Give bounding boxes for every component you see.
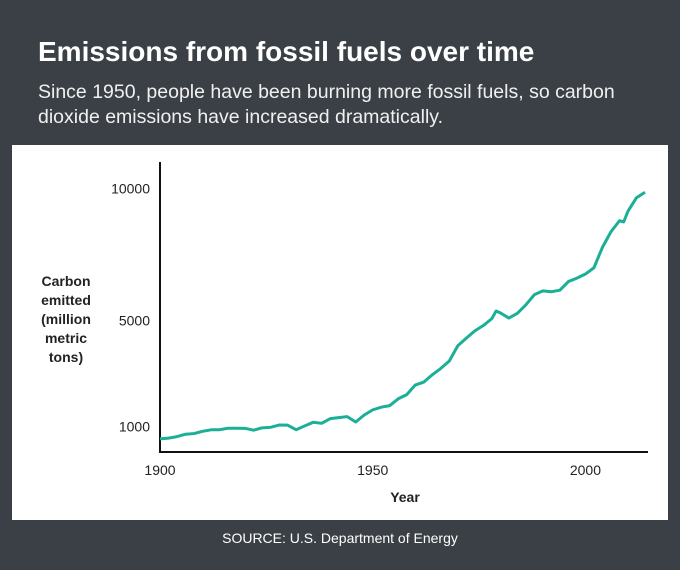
- y-tick-label: 10000: [111, 180, 150, 196]
- y-axis-label-line: metric: [45, 330, 87, 346]
- y-axis-label-line: emitted: [41, 292, 91, 308]
- x-tick-label: 1900: [144, 462, 175, 478]
- x-axis-label: Year: [390, 489, 420, 505]
- y-axis-label-line: Carbon: [42, 273, 91, 289]
- y-tick-label: 5000: [119, 313, 150, 329]
- title: Emissions from fossil fuels over time: [38, 36, 535, 67]
- source: SOURCE: U.S. Department of Energy: [222, 530, 458, 546]
- data-line: [159, 191, 646, 441]
- y-tick-label: 1000: [119, 419, 150, 435]
- chart-panel: [12, 145, 668, 520]
- x-tick-label: 2000: [570, 462, 601, 478]
- y-axis-label-line: (million: [41, 311, 91, 327]
- y-axis-label: Carbon emitted (million metric tons): [41, 273, 91, 365]
- subtitle: Since 1950, people have been burning mor…: [38, 81, 615, 128]
- y-axis-label-line: tons): [49, 349, 83, 365]
- x-tick-label: 1950: [357, 462, 388, 478]
